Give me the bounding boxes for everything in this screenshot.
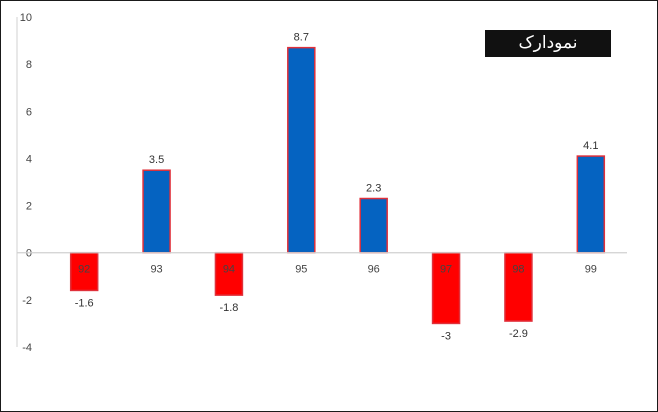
- data-label: -2.9: [509, 328, 528, 340]
- x-tick-label: 99: [585, 264, 597, 276]
- bar: [576, 155, 606, 254]
- bar: [287, 46, 316, 254]
- brand-badge: نمودارک: [485, 30, 611, 57]
- y-tick-label: -2: [22, 295, 32, 307]
- x-tick-labels: 92 93 94 95 96 97 98 99: [78, 264, 597, 276]
- x-tick-label: 95: [295, 264, 307, 276]
- data-label: -1.6: [75, 297, 94, 309]
- data-label: 8.7: [294, 32, 309, 44]
- bar: [69, 251, 99, 292]
- bar: [504, 251, 533, 322]
- bar: [214, 251, 244, 296]
- data-label: 2.3: [366, 183, 381, 195]
- x-tick-label: 97: [440, 264, 452, 276]
- x-tick-label: 93: [150, 264, 162, 276]
- x-tick-label: 98: [512, 264, 524, 276]
- x-tick-label: 94: [223, 264, 235, 276]
- y-axis: 10 8 6 4 2 0 -2 -4: [16, 12, 32, 354]
- bars: [17, 46, 627, 325]
- data-label: 3.5: [149, 154, 164, 166]
- y-tick-label: 2: [26, 201, 32, 213]
- data-labels: -1.6 3.5 -1.8 8.7 2.3 -3 -2.9 4.1: [75, 32, 599, 343]
- y-tick-label: 8: [26, 59, 32, 71]
- bar: [142, 169, 171, 254]
- bar: [359, 197, 388, 254]
- y-tick-label: 0: [26, 248, 32, 260]
- y-tick-label: 6: [26, 106, 32, 118]
- data-label: -1.8: [219, 302, 238, 314]
- x-tick-label: 92: [78, 264, 90, 276]
- y-tick-label: -4: [22, 342, 32, 354]
- y-tick-label: 10: [20, 12, 32, 24]
- data-label: 4.1: [583, 140, 598, 152]
- x-tick-label: 96: [368, 264, 380, 276]
- data-label: -3: [441, 330, 451, 342]
- y-tick-label: 4: [26, 153, 32, 165]
